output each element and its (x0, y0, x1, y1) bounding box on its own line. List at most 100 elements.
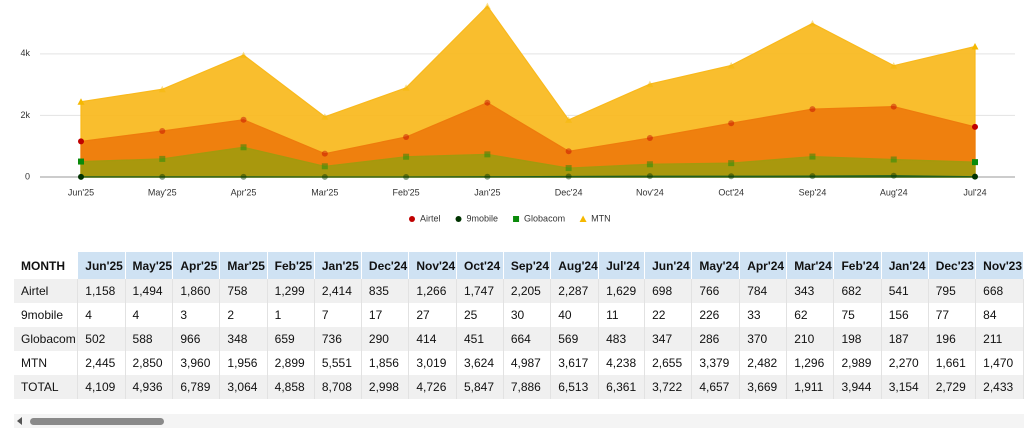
marker (579, 215, 587, 222)
marker (646, 173, 653, 180)
cell: 62 (786, 303, 835, 327)
cell: 2,989 (833, 351, 882, 375)
scroll-thumb[interactable] (30, 418, 164, 425)
cell: 2,729 (928, 375, 977, 399)
cell: 1,629 (598, 279, 646, 303)
cell: 4,657 (691, 375, 741, 399)
marker (565, 116, 573, 123)
x-tick-label: Jul'24 (963, 187, 986, 197)
table-row: Globacom 502 588 966 348 659 736 290 414 451 664 56… (14, 327, 1024, 351)
cell: 290 (361, 327, 410, 351)
x-tick-label: Dec'24 (555, 187, 583, 197)
cell: 966 (172, 327, 221, 351)
x-tick-label: Oct'24 (718, 187, 744, 197)
cell: 2,850 (125, 351, 174, 375)
cell: 3 (172, 303, 221, 327)
cell: 3,379 (691, 351, 741, 375)
scroll-left-arrow[interactable] (17, 417, 22, 425)
header-cell: Apr'25 (172, 252, 221, 279)
cell: 451 (456, 327, 504, 351)
marker (809, 106, 816, 113)
marker (403, 173, 410, 180)
cell: 211 (975, 327, 1024, 351)
marker (890, 62, 898, 69)
cell: 1,661 (928, 351, 977, 375)
cell: 348 (219, 327, 268, 351)
x-tick-label: Jan'25 (474, 187, 500, 197)
cell: 2,445 (77, 351, 126, 375)
header-cell: Apr'24 (739, 252, 788, 279)
cell: 1,266 (408, 279, 457, 303)
row-label: 9mobile (14, 303, 79, 327)
cell: 784 (739, 279, 788, 303)
cell: 758 (219, 279, 268, 303)
cell: 2,205 (503, 279, 552, 303)
cell: 40 (550, 303, 600, 327)
marker (77, 98, 85, 105)
cell: 3,722 (644, 375, 693, 399)
x-tick-label: Nov'24 (636, 187, 664, 197)
cell: 1,911 (786, 375, 835, 399)
cell: 1,470 (975, 351, 1024, 375)
cell: 2,899 (267, 351, 315, 375)
cell: 682 (833, 279, 882, 303)
cell: 347 (644, 327, 693, 351)
marker (484, 151, 491, 158)
marker (513, 216, 520, 222)
marker (484, 173, 491, 180)
marker (159, 128, 166, 135)
cell: 698 (644, 279, 693, 303)
y-tick-label: 4k (20, 48, 30, 58)
cell: 3,624 (456, 351, 504, 375)
chart: 0 2k 4k Jun'25 May'25 Apr'25 Mar'25 Feb'25 Jan'2… (20, 2, 1015, 223)
marker (321, 113, 329, 120)
cell: 3,669 (739, 375, 788, 399)
legend-label: Airtel (420, 213, 441, 223)
cell: 569 (550, 327, 600, 351)
cell: 25 (456, 303, 504, 327)
legend-label: Globacom (524, 213, 565, 223)
cell: 3,064 (219, 375, 268, 399)
marker (727, 61, 735, 69)
header-cell: Feb'25 (267, 252, 315, 279)
marker (809, 173, 816, 180)
cell: 1,956 (219, 351, 268, 375)
marker (890, 103, 897, 110)
area (80, 146, 976, 178)
marker (455, 216, 462, 222)
marker (78, 158, 84, 165)
cell: 736 (314, 327, 362, 351)
cell: 30 (503, 303, 552, 327)
area (80, 102, 976, 178)
cell: 11 (598, 303, 646, 327)
horizontal-scrollbar[interactable] (14, 414, 1024, 428)
cell: 1,860 (172, 279, 221, 303)
header-cell: MONTH (14, 252, 79, 279)
header-cell: Feb'24 (833, 252, 882, 279)
marker (240, 116, 247, 123)
marker (484, 99, 491, 106)
marker (403, 153, 410, 160)
cell: 1,856 (361, 351, 410, 375)
marker (890, 156, 897, 163)
cell: 286 (691, 327, 741, 351)
cell: 6,789 (172, 375, 221, 399)
cell: 483 (598, 327, 646, 351)
cell: 2 (219, 303, 268, 327)
header-cell: Mar'25 (219, 252, 268, 279)
cell: 541 (881, 279, 929, 303)
cell: 766 (691, 279, 741, 303)
marker (409, 216, 415, 222)
cell: 502 (77, 327, 126, 351)
cell: 33 (739, 303, 788, 327)
marker (890, 172, 897, 179)
marker (78, 173, 84, 180)
header-cell: Sep'24 (503, 252, 552, 279)
marker (321, 150, 328, 157)
cell: 5,551 (314, 351, 362, 375)
cell: 2,270 (881, 351, 929, 375)
marker (565, 173, 572, 180)
marker (646, 135, 653, 142)
marker (158, 85, 166, 93)
